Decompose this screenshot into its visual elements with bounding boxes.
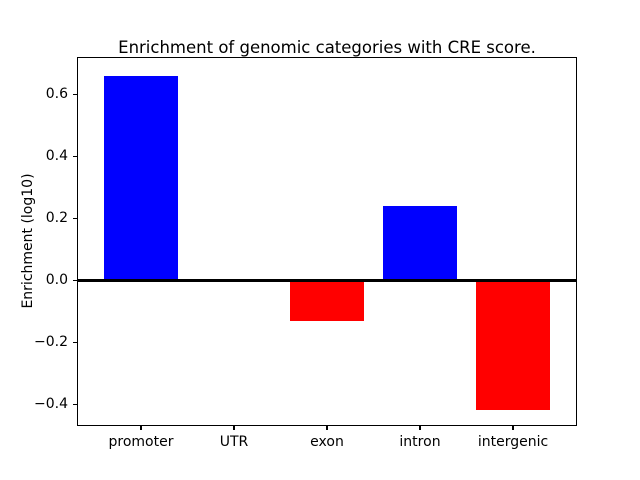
x-tick-label-promoter: promoter: [108, 434, 174, 450]
y-tick-mark: [73, 155, 77, 157]
x-tick-mark: [233, 426, 235, 430]
y-tick-label: 0.6: [45, 86, 68, 103]
bar-intron: [383, 205, 457, 281]
y-tick-label: 0.2: [45, 210, 68, 227]
y-tick-mark: [73, 93, 77, 95]
x-tick-label-intergenic: intergenic: [477, 434, 549, 450]
zero-line: [78, 278, 576, 282]
y-tick-mark: [73, 279, 77, 281]
bar-exon: [290, 280, 364, 321]
x-tick-label-intron: intron: [399, 434, 441, 450]
chart-title: Enrichment of genomic categories with CR…: [118, 38, 536, 57]
y-tick-mark: [73, 403, 77, 405]
x-tick-mark: [326, 426, 328, 430]
bar-intergenic: [476, 280, 550, 411]
y-tick-mark: [73, 217, 77, 219]
y-tick-label: 0.4: [45, 148, 68, 165]
bar-promoter: [104, 75, 178, 281]
x-tick-label-UTR: UTR: [219, 434, 249, 450]
y-tick-label: 0.0: [45, 272, 68, 289]
y-tick-label: −0.4: [34, 396, 68, 413]
x-tick-mark: [140, 426, 142, 430]
plot-area: [77, 57, 577, 426]
x-tick-mark: [512, 426, 514, 430]
y-axis-label: Enrichment (log10): [20, 173, 36, 309]
x-tick-label-exon: exon: [310, 434, 344, 450]
y-tick-label: −0.2: [34, 334, 68, 351]
y-tick-mark: [73, 341, 77, 343]
x-tick-mark: [419, 426, 421, 430]
